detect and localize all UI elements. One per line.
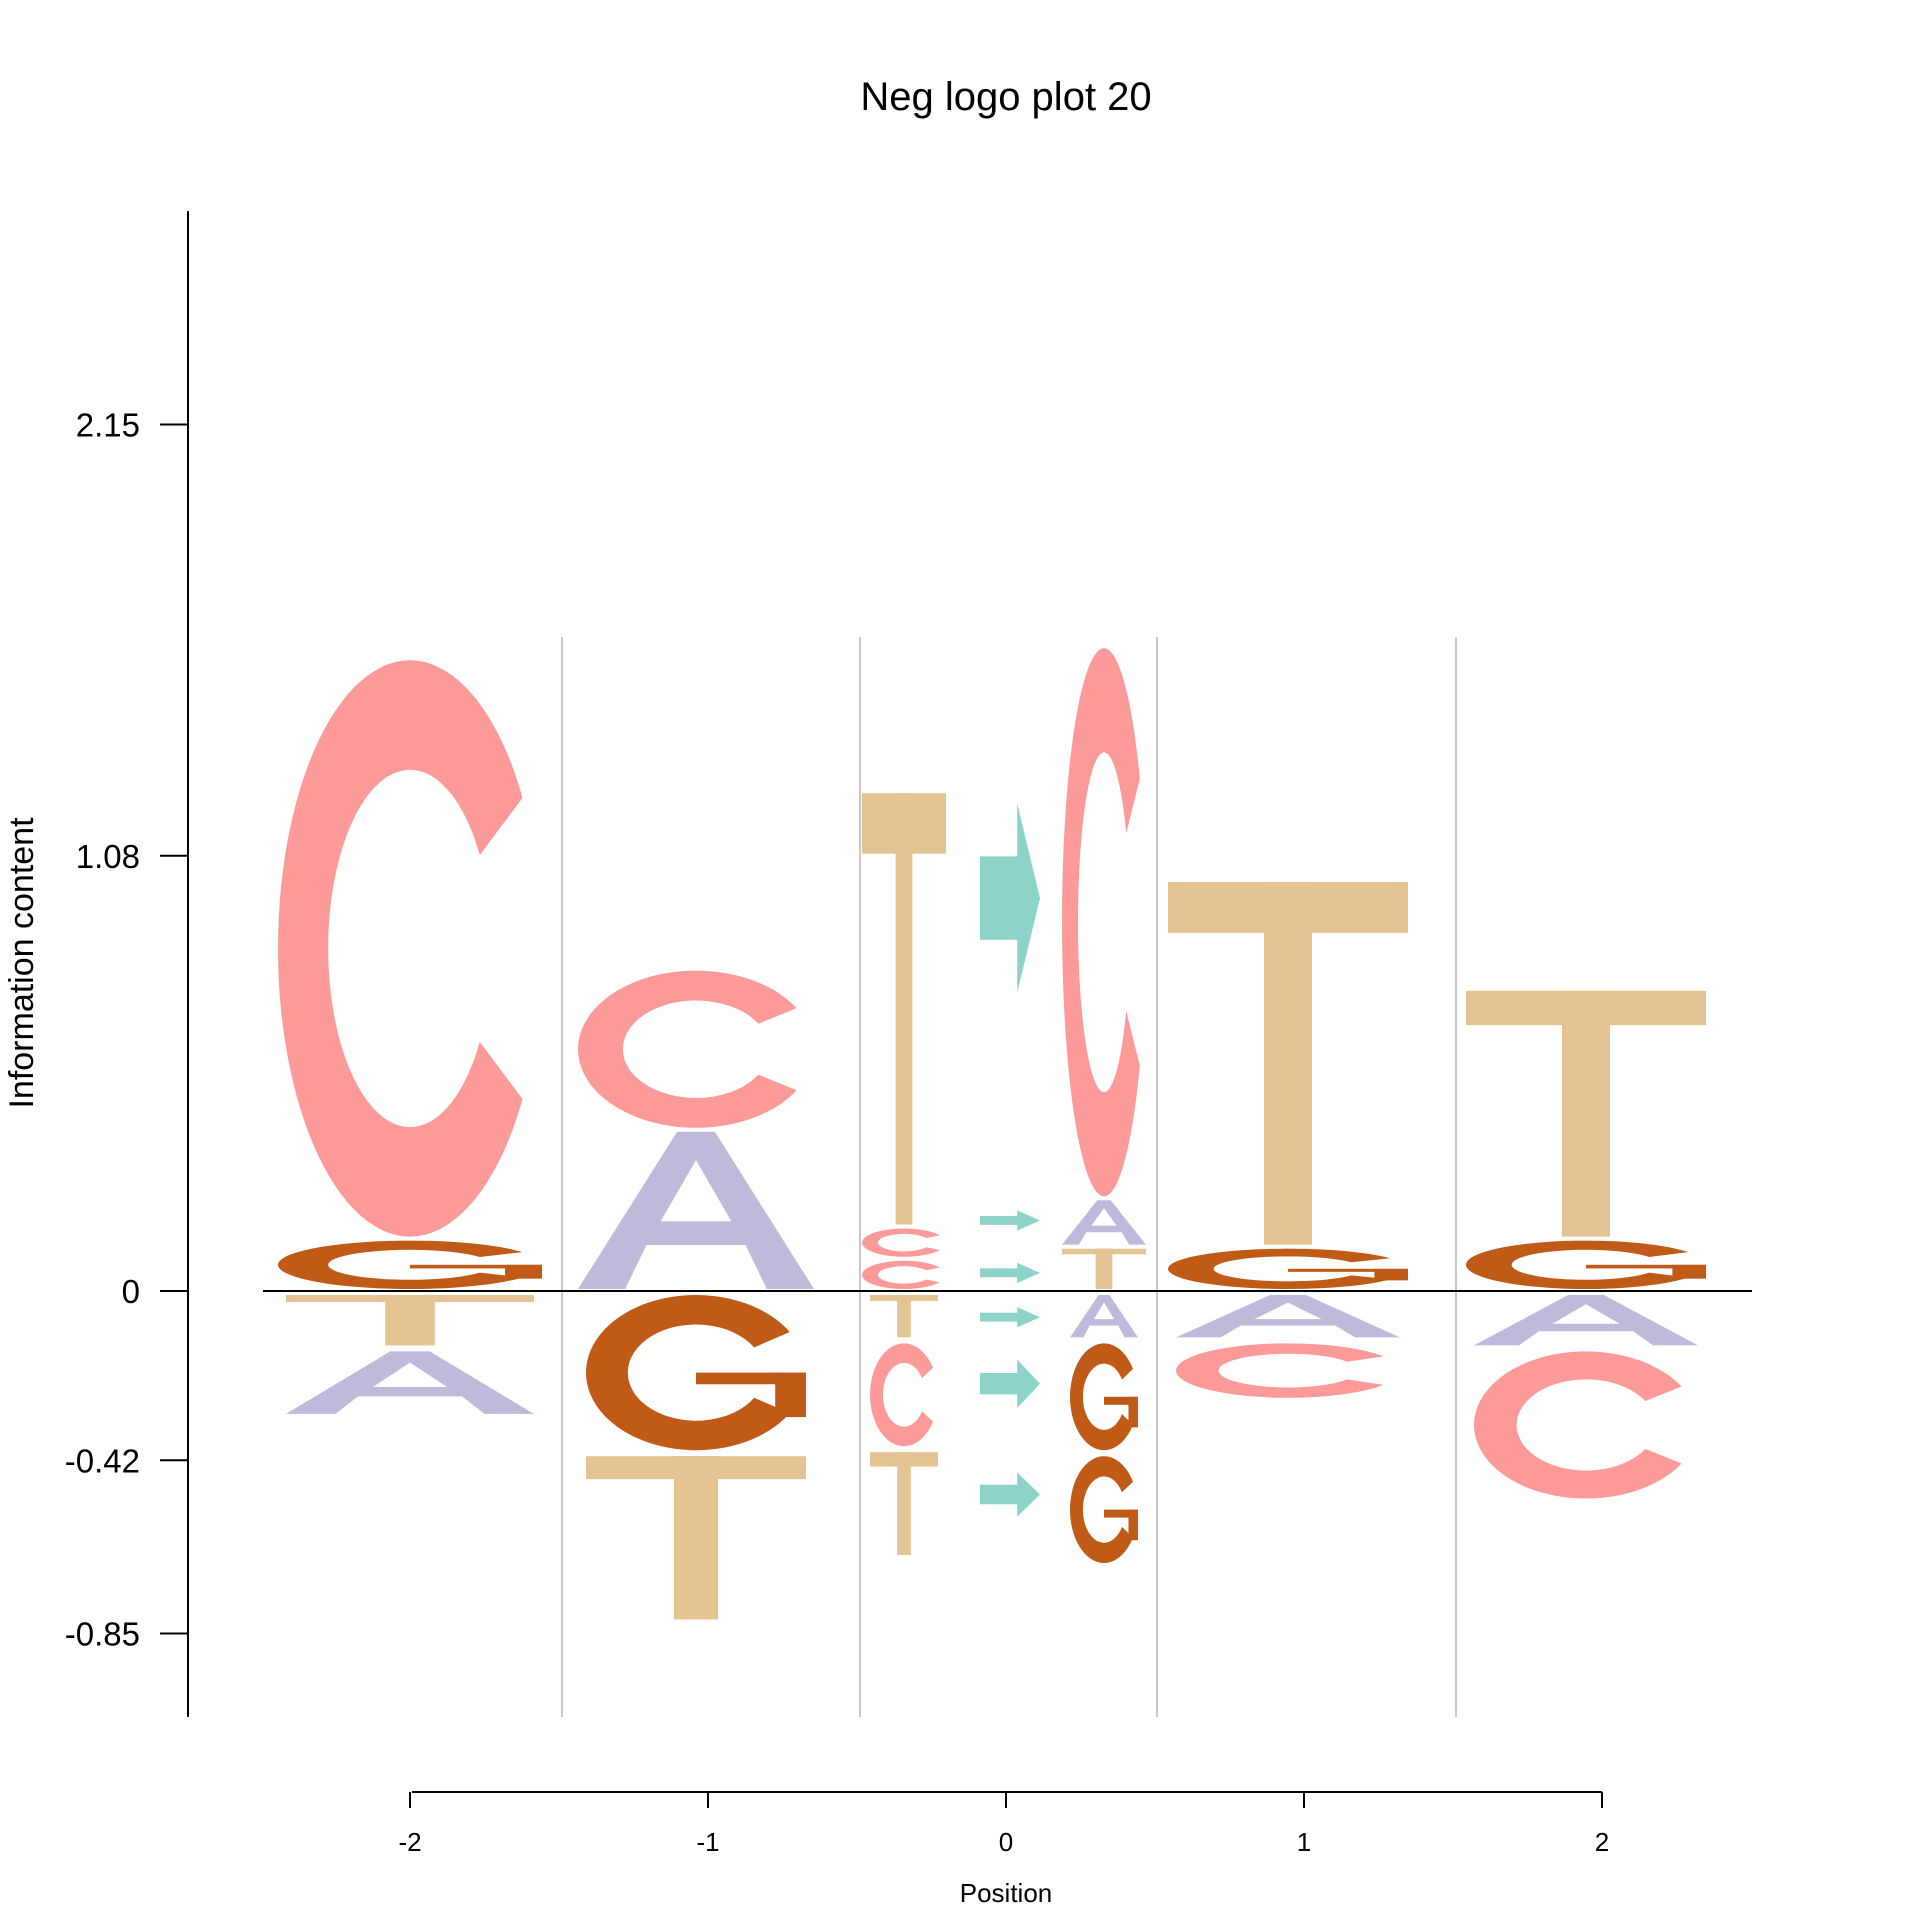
letter-a: [1070, 1295, 1138, 1338]
x-tick-label: -2: [398, 1827, 421, 1857]
y-tick-label: 2.15: [76, 407, 140, 444]
letter-t: [586, 1456, 806, 1620]
letter-c: [278, 660, 523, 1237]
arrow-glyph: [980, 803, 1040, 993]
x-axis-label: Position: [960, 1878, 1053, 1908]
letter-t: [1466, 990, 1706, 1237]
y-axis: 2.15 1.08 0 -0.42 -0.85: [65, 211, 189, 1717]
y-tick-label: 0: [122, 1273, 140, 1310]
column-separators: [561, 637, 1457, 1717]
letter-c: [1176, 1343, 1384, 1398]
letter-g: [278, 1240, 542, 1290]
letter-a: [1176, 1295, 1400, 1338]
letter-t: [286, 1295, 534, 1346]
letter-c: [1062, 648, 1140, 1197]
y-tick-label: 1.08: [76, 838, 140, 875]
x-tick-label: 1: [1297, 1827, 1311, 1857]
letter-g: [1070, 1456, 1138, 1564]
arrow-glyph: [980, 1262, 1040, 1283]
letter-c: [578, 970, 797, 1128]
letter-c: [1474, 1351, 1682, 1499]
letter-c: [862, 1260, 940, 1289]
letter-g: [1466, 1240, 1706, 1290]
letter-a: [1062, 1200, 1146, 1245]
letter-g: [1168, 1248, 1408, 1290]
letter-t: [862, 793, 946, 1225]
letter-g: [1070, 1343, 1138, 1451]
x-tick-label: -1: [696, 1827, 719, 1857]
chart-title: Neg logo plot 20: [860, 75, 1151, 119]
x-axis: -2 -1 0 1 2: [398, 1791, 1609, 1857]
arrow-glyph: [980, 1210, 1040, 1231]
arrow-glyph: [980, 1307, 1040, 1328]
arrow-glyph: [980, 1472, 1040, 1517]
letter-a: [1474, 1295, 1698, 1346]
y-axis-label: Information content: [3, 817, 41, 1109]
letter-g: [586, 1295, 806, 1451]
x-tick-label: 0: [999, 1827, 1013, 1857]
letter-t: [1168, 881, 1408, 1245]
letter-t: [870, 1452, 938, 1555]
logo-marks: [278, 648, 1706, 1620]
x-tick-label: 2: [1595, 1827, 1609, 1857]
letter-t: [1062, 1248, 1146, 1289]
y-tick-label: -0.42: [65, 1442, 140, 1479]
letter-t: [870, 1295, 938, 1338]
letter-c: [862, 1228, 940, 1257]
arrow-glyph: [980, 1359, 1040, 1408]
y-tick-label: -0.85: [65, 1616, 140, 1653]
letter-a: [286, 1351, 534, 1414]
letter-c: [870, 1343, 933, 1447]
letter-a: [578, 1131, 814, 1289]
